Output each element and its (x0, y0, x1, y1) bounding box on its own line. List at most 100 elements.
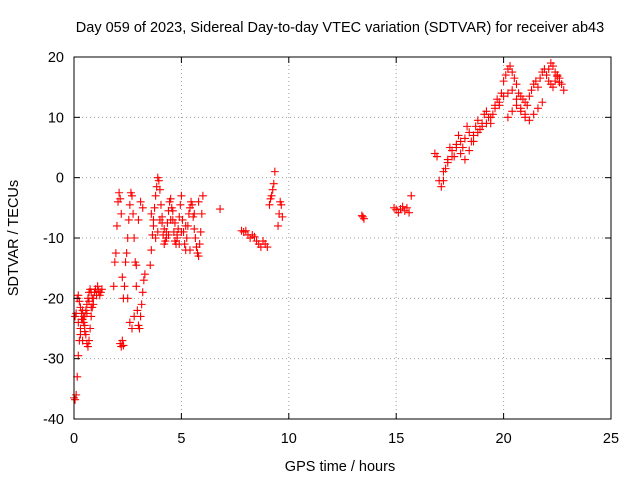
data-point (277, 200, 286, 209)
data-point (146, 261, 155, 270)
data-point (265, 200, 274, 209)
data-point (119, 341, 128, 350)
data-point (358, 212, 367, 221)
data-point (482, 119, 491, 128)
data-point (132, 261, 141, 270)
data-point (151, 234, 160, 242)
y-tick-label: 10 (48, 110, 64, 126)
data-point (527, 86, 536, 95)
y-tick-label: -20 (43, 291, 64, 307)
data-point (551, 77, 560, 86)
x-tick-label: 25 (603, 431, 619, 447)
data-point (506, 62, 515, 71)
data-point (216, 205, 225, 214)
data-point (538, 98, 547, 107)
data-point (150, 203, 159, 212)
data-point (460, 155, 469, 164)
data-point (180, 240, 189, 249)
data-point (85, 297, 94, 306)
data-point (359, 214, 368, 223)
data-point (194, 252, 203, 261)
y-tick-label: -40 (43, 412, 64, 428)
data-point (168, 206, 177, 215)
x-tick-label: 15 (388, 431, 404, 447)
data-point (456, 149, 465, 158)
data-point (278, 212, 287, 221)
data-points (70, 59, 568, 404)
data-point (465, 128, 474, 137)
data-point (164, 230, 173, 239)
data-point (125, 200, 134, 209)
data-point (437, 182, 446, 191)
data-point (402, 203, 411, 212)
data-point (456, 137, 465, 146)
data-point (263, 243, 272, 252)
data-point (112, 221, 121, 230)
data-point (136, 197, 145, 206)
data-point (196, 227, 205, 236)
data-point (76, 303, 85, 312)
data-point (130, 234, 139, 242)
data-point (138, 288, 147, 297)
data-point (473, 116, 482, 125)
data-point (533, 104, 542, 113)
data-point (182, 234, 191, 242)
data-point (133, 306, 142, 315)
data-point (166, 194, 175, 203)
data-point (134, 215, 143, 224)
data-point (405, 208, 414, 217)
data-point (503, 89, 512, 98)
data-point (118, 273, 127, 282)
data-point (117, 209, 126, 218)
data-point (156, 200, 165, 209)
y-tick-label: -10 (43, 231, 64, 247)
data-point (115, 188, 124, 197)
data-point (512, 80, 521, 89)
data-point (138, 203, 147, 212)
data-point (155, 185, 164, 194)
data-point (149, 221, 158, 230)
data-point (158, 212, 167, 221)
data-point (559, 86, 568, 95)
data-point (185, 246, 194, 255)
x-tick-label: 5 (177, 431, 185, 447)
data-point (132, 282, 141, 291)
data-point (194, 197, 203, 206)
data-point (135, 324, 144, 333)
data-point (486, 113, 495, 122)
data-point (454, 131, 463, 140)
data-point (76, 330, 85, 339)
y-tick-label: 0 (56, 171, 64, 187)
data-point (512, 101, 521, 110)
data-point (122, 249, 131, 258)
x-tick-label: 10 (281, 431, 297, 447)
data-point (127, 324, 136, 333)
data-point (83, 342, 92, 351)
grid-lines (74, 57, 611, 419)
data-point (439, 167, 448, 176)
data-point (147, 209, 156, 218)
data-point (516, 104, 525, 113)
data-point (160, 224, 169, 233)
data-point (188, 200, 197, 209)
data-point (407, 191, 416, 200)
data-point (508, 68, 517, 77)
data-point (140, 270, 149, 279)
data-point (549, 62, 558, 71)
data-point (510, 74, 519, 83)
data-point (71, 395, 80, 404)
data-point (478, 122, 487, 131)
data-point (78, 336, 87, 345)
data-point (129, 209, 138, 218)
data-point (197, 209, 206, 218)
data-point (87, 303, 96, 312)
data-point (93, 282, 102, 291)
x-tick-label: 20 (496, 431, 512, 447)
data-point (80, 327, 89, 336)
data-point (523, 101, 532, 110)
data-point (120, 282, 129, 291)
data-point (267, 191, 276, 200)
y-axis-label: SDTVAR / TECUs (6, 180, 22, 296)
data-point (179, 227, 188, 236)
